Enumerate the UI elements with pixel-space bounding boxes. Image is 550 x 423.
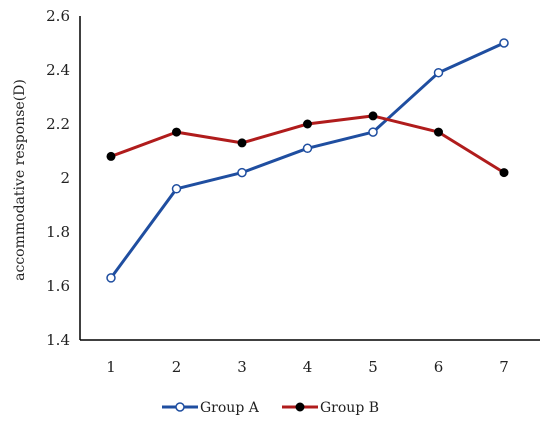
data-point xyxy=(106,151,116,161)
series-group xyxy=(106,111,509,178)
x-tick-label: 4 xyxy=(303,358,313,376)
legend: Group A Group B xyxy=(162,400,379,416)
data-point xyxy=(171,184,182,194)
legend-label: Group B xyxy=(320,400,379,416)
data-point xyxy=(368,127,378,137)
y-tick-label: 1.4 xyxy=(46,331,70,349)
data-point xyxy=(237,138,247,148)
x-tick-label: 7 xyxy=(499,358,509,376)
y-tick-label: 2.6 xyxy=(46,7,70,25)
data-point xyxy=(433,67,444,78)
y-tick-label: 2.4 xyxy=(46,61,70,79)
data-point xyxy=(303,119,312,129)
x-tick-label: 2 xyxy=(172,358,182,376)
x-tick-label: 1 xyxy=(106,358,116,376)
x-tick-label: 3 xyxy=(237,358,247,376)
data-point xyxy=(499,168,509,178)
data-point xyxy=(237,167,247,178)
x-tick-label: 6 xyxy=(434,358,444,376)
legend-label: Group A xyxy=(200,400,260,416)
data-point xyxy=(106,273,116,283)
data-point xyxy=(172,127,181,137)
y-axis-title: accommodative response(D) xyxy=(12,79,28,281)
data-point xyxy=(499,38,509,48)
data-point xyxy=(368,111,378,121)
legend-marker xyxy=(175,402,185,412)
y-tick-label: 1.6 xyxy=(46,277,70,295)
series-group xyxy=(106,38,509,283)
x-tick-label: 5 xyxy=(368,358,378,376)
y-tick-label: 2 xyxy=(60,169,70,187)
data-point xyxy=(302,143,313,154)
plot-area: 1.4 1.6 1.8 2 2.2 2.4 2.6 1 2 3 4 5 6 7 xyxy=(46,7,540,376)
legend-item: Group B xyxy=(282,400,379,416)
legend-marker xyxy=(295,402,305,412)
legend-item: Group A xyxy=(162,400,260,416)
y-tick-label: 2.2 xyxy=(46,115,70,133)
data-point xyxy=(434,127,443,137)
series-line xyxy=(109,41,505,279)
y-tick-label: 1.8 xyxy=(46,223,70,241)
